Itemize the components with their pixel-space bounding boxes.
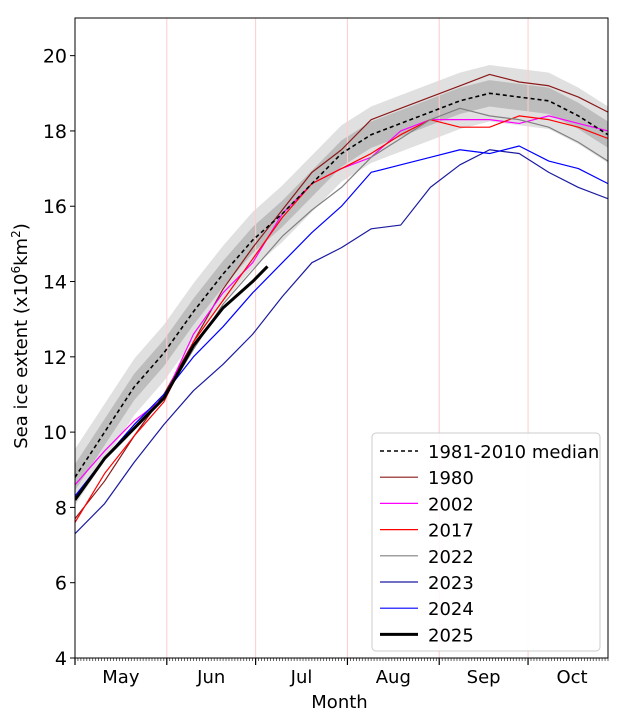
y-tick-label: 12 [43, 347, 67, 369]
y-tick-label: 20 [43, 46, 67, 68]
legend-label: 1980 [428, 468, 474, 489]
legend-label: 2022 [428, 547, 474, 568]
y-tick-label: 4 [55, 648, 67, 670]
x-month-label: Jul [290, 667, 313, 688]
legend: 1981-2010 median 1980 2002 2017 2022 2023 2024… [371, 432, 601, 652]
y-axis-label-part: km [11, 238, 32, 266]
legend-label: 2025 [428, 625, 474, 646]
y-axis-label-part: ) [11, 223, 32, 230]
y-axis-label-superscript: 2 [9, 230, 23, 238]
x-month-label: May [102, 667, 140, 688]
y-axis-label: Sea ice extent (x106km2) [9, 223, 32, 449]
x-month-label: Jun [196, 667, 225, 688]
x-month-label: Aug [376, 667, 411, 688]
x-month-label: Sep [467, 667, 501, 688]
series-line-2017 [75, 115, 608, 523]
series-line-2024 [75, 145, 608, 497]
series-line-2025 [75, 265, 269, 501]
legend-label: 2002 [428, 494, 474, 515]
x-axis-label: Month [311, 692, 367, 713]
legend-label: 2023 [428, 573, 474, 594]
plot-area [75, 18, 608, 658]
legend-box [371, 432, 601, 652]
interquartile-band [75, 80, 608, 491]
series-line-2023 [75, 149, 608, 535]
y-tick-label: 8 [55, 497, 67, 519]
x-month-label: Oct [556, 667, 587, 688]
y-axis-label-superscript: 6 [9, 266, 23, 274]
y-axis-label-part: Sea ice extent (x10 [11, 274, 32, 449]
legend-label: 1981-2010 median [428, 442, 599, 463]
y-tick-label: 6 [55, 573, 67, 595]
legend-label: 2024 [428, 599, 474, 620]
y-tick-label: 16 [43, 196, 67, 218]
y-tick-label: 10 [43, 422, 67, 444]
series-line-1981-2010-median [75, 92, 608, 478]
y-tick-label: 18 [43, 121, 67, 143]
y-tick-label: 14 [43, 272, 67, 294]
legend-label: 2017 [428, 521, 474, 542]
